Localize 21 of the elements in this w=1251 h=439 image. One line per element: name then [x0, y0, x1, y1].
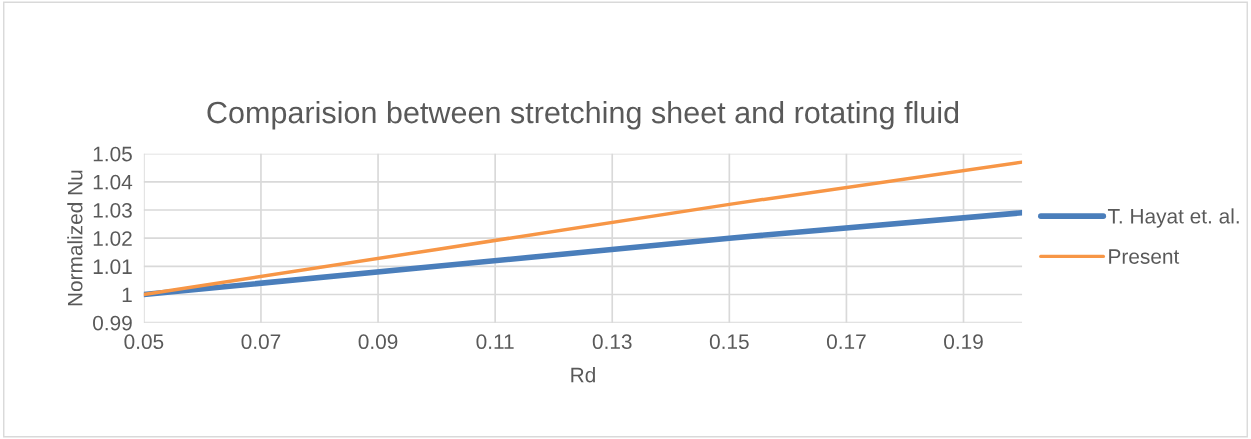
x-tick-label: 0.11 [476, 334, 514, 350]
x-tick-label: 0.09 [358, 334, 398, 350]
y-tick-label: 0.99 [93, 315, 132, 331]
y-tick-label: 1.03 [93, 202, 132, 218]
y-tick-label: 1.02 [93, 231, 132, 246]
x-tick-label: 0.07 [241, 334, 281, 350]
legend-label: Present [1109, 249, 1180, 264]
y-tick-label: 1.04 [93, 174, 133, 190]
x-tick-label: 0.17 [826, 334, 866, 350]
legend-label: T. Hayat et. al. [1107, 208, 1239, 228]
y-tick-label: 1.01 [93, 259, 132, 275]
y-tick-label: 1.05 [93, 146, 132, 162]
x-tick-label: 0.15 [709, 334, 749, 350]
x-tick-label: 0.13 [592, 334, 632, 350]
x-tick-label: 0.05 [124, 334, 164, 350]
x-tick-label: 0.19 [944, 334, 983, 350]
y-axis-title: Normalized Nu [67, 170, 83, 306]
x-axis-title: Rd [571, 367, 595, 383]
chart-title: Comparision between stretching sheet and rotating fluid [207, 100, 959, 130]
line-series [143, 160, 1023, 297]
y-tick-label: 1 [122, 287, 132, 303]
